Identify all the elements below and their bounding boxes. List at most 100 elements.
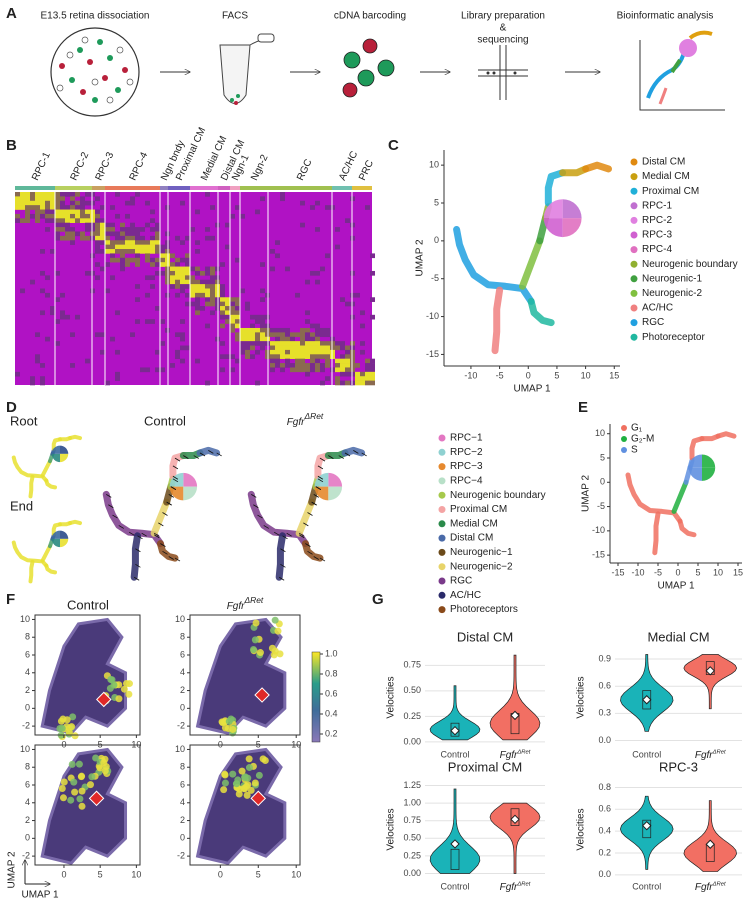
heatmap-cell: [50, 249, 55, 254]
heatmap-cell: [95, 213, 100, 219]
heatmap-cell: [315, 367, 320, 373]
heatmap-cell: [180, 288, 185, 294]
umap-cells: [491, 286, 504, 355]
heatmap-cell: [85, 218, 90, 224]
cell-dot: [110, 681, 118, 689]
step-label: &: [500, 23, 507, 34]
heatmap-cell: [155, 227, 160, 232]
velocity-arrow: [344, 452, 351, 457]
heatmap-cell: [195, 297, 200, 302]
heatmap-cell: [210, 266, 215, 272]
heatmap-cell: [55, 270, 60, 276]
y-tick-label: 0.75: [403, 660, 421, 670]
genotype-label: FgfrΔRet: [227, 595, 264, 612]
umap-cells: [527, 297, 555, 327]
heatmap-cell: [245, 306, 250, 311]
heatmap-cell: [365, 380, 370, 386]
velocity-arrow: [319, 557, 326, 562]
root-marker: [96, 691, 112, 708]
root-umap: [11, 434, 82, 499]
heatmap-cell: [280, 367, 285, 373]
velocity-arrow: [298, 534, 305, 539]
velocity-arrow: [263, 525, 269, 529]
velocity-umap: [102, 446, 222, 581]
heatmap-cell: [250, 341, 255, 346]
heatmap-cell: [160, 270, 165, 276]
velocity-arrow: [305, 543, 311, 547]
heatmap-cell: [210, 205, 215, 210]
velocity-arrow: [162, 550, 168, 555]
heatmap-cell: [235, 257, 240, 263]
heatmap-cell: [100, 249, 105, 254]
x-tick-label: Control: [632, 749, 661, 759]
heatmap-cell: [80, 196, 85, 202]
heatmap-cell: [125, 257, 130, 263]
heatmap-cell: [190, 275, 195, 281]
legend-label: Proximal CM: [642, 186, 699, 197]
heatmap-cell: [65, 218, 70, 224]
heatmap-cell: [55, 297, 60, 302]
heatmap-cell: [220, 314, 225, 320]
cluster-bar: [160, 186, 168, 190]
heatmap-cell: [65, 222, 70, 228]
colorbar: [311, 651, 321, 743]
heatmap-cell: [325, 205, 330, 210]
heatmap-cell: [110, 249, 115, 254]
heatmap-cell: [370, 380, 375, 386]
heatmap-cell: [210, 292, 215, 298]
heatmap-cell: [140, 367, 145, 373]
heatmap-cell: [220, 284, 225, 289]
y-tick-label: -2: [177, 850, 185, 860]
heatmap-cell: [320, 363, 325, 368]
heatmap-cell: [285, 332, 290, 338]
legend-label: RGC: [450, 576, 472, 587]
heatmap-cell: [195, 284, 200, 289]
heatmap-cell: [160, 367, 165, 373]
heatmap-cell: [235, 297, 240, 302]
control-label: Control: [67, 597, 109, 612]
heatmap-cell: [145, 222, 150, 228]
panel-label: B: [6, 137, 17, 154]
heatmap-cell: [35, 332, 40, 338]
heatmap-cell: [325, 358, 330, 364]
y-tick-label: 0.3: [598, 708, 611, 718]
heatmap-cell: [70, 231, 75, 237]
heatmap-cell: [370, 376, 375, 381]
heatmap-cell: [60, 218, 65, 224]
heatmap-cell: [365, 358, 370, 364]
velocity-arrow: [160, 543, 166, 547]
heatmap-cell: [50, 310, 55, 316]
plot-title: RPC-3: [659, 759, 698, 774]
heatmap-cell: [225, 297, 230, 302]
heatmap-cell: [185, 257, 190, 263]
x-tick-label: 5: [695, 567, 700, 577]
heatmap-cell: [190, 227, 195, 232]
legend-swatch: [438, 548, 446, 556]
heatmap-cell: [15, 200, 20, 206]
heatmap-cell: [335, 358, 340, 364]
velocity-arrow: [317, 475, 324, 480]
heatmap-cell: [170, 253, 175, 259]
heatmap-cell: [250, 336, 255, 342]
heatmap-cell: [25, 205, 30, 210]
heatmap-cell: [315, 200, 320, 206]
heatmap-cell: [100, 218, 105, 224]
velocity-arrow: [108, 504, 114, 509]
cell-dot: [63, 716, 71, 724]
heatmap-cell: [115, 249, 120, 254]
heatmap-cell: [135, 257, 140, 263]
heatmap-cell: [230, 301, 235, 307]
heatmap-cell: [135, 244, 140, 250]
heatmap-cell: [120, 249, 125, 254]
heatmap-cell: [200, 270, 205, 276]
heatmap-cell: [335, 345, 340, 351]
velocity-arrow: [183, 455, 189, 459]
heatmap-cell: [290, 336, 295, 342]
y-tick-label: -10: [426, 311, 439, 321]
y-tick-label: 6: [25, 779, 30, 789]
heatmap-cell: [70, 218, 75, 224]
y-tick-label: 5: [434, 197, 439, 207]
subplot-frame: [189, 744, 301, 866]
cell-dot: [92, 754, 100, 762]
root-marker: [254, 687, 270, 703]
